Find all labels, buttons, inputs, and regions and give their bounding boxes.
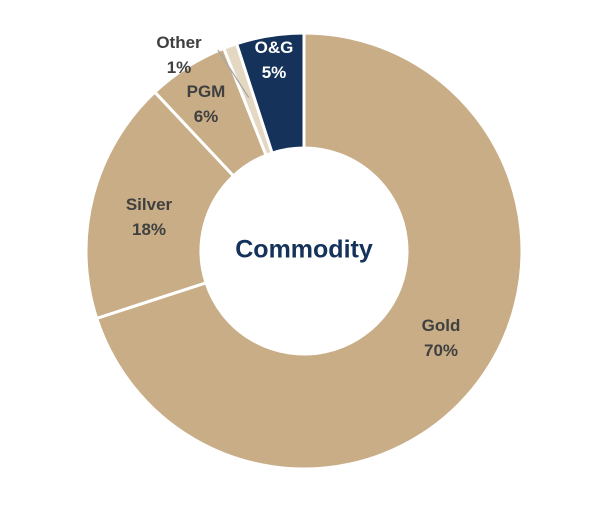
label-pgm: PGM <box>187 82 226 101</box>
value-label-silver: 18% <box>132 220 166 239</box>
slice-o-g <box>234 31 306 155</box>
center-title: Commodity <box>235 236 373 264</box>
value-label-pgm: 6% <box>194 107 219 126</box>
label-silver: Silver <box>126 195 173 214</box>
label-o-g: O&G <box>255 38 294 57</box>
value-label-gold: 70% <box>424 341 458 360</box>
slice-labels: Gold 70% Silver 18% PGM 6% Other 1% O&G 5% <box>126 33 461 360</box>
slice-gold <box>94 31 524 471</box>
value-label-other: 1% <box>167 58 192 77</box>
label-other: Other <box>156 33 202 52</box>
slice-silver <box>84 89 236 321</box>
value-label-o-g: 5% <box>262 63 287 82</box>
label-gold: Gold <box>422 316 461 335</box>
donut-slices <box>84 31 524 471</box>
other-leader-line <box>217 49 250 98</box>
